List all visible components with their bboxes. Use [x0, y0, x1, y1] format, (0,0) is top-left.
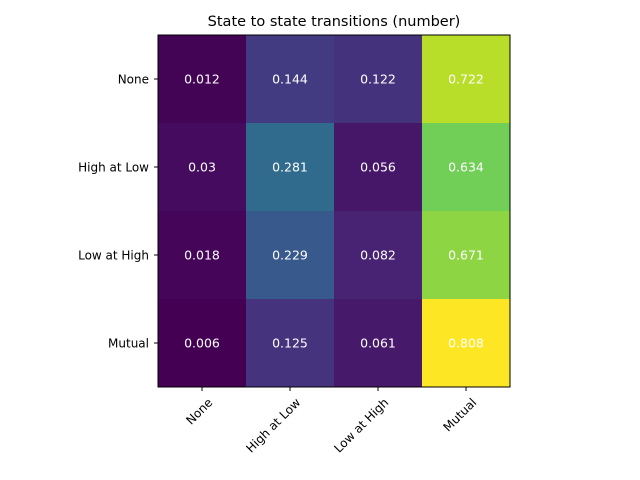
heatmap-cells: [158, 35, 511, 388]
x-axis-ticks: None High at Low Low at High Mutual: [183, 387, 479, 455]
x-tick-label: None: [183, 395, 215, 427]
x-tick-label: High at Low: [243, 395, 303, 455]
cell-value-label: 0.634: [448, 160, 484, 175]
heatmap-cell: [246, 35, 335, 124]
heatmap-cell: [334, 211, 423, 300]
cell-value-label: 0.229: [272, 248, 308, 263]
cell-value-label: 0.082: [360, 248, 396, 263]
heatmap-cell: [158, 35, 247, 124]
heatmap-cell: [158, 123, 247, 212]
cell-value-label: 0.808: [448, 336, 484, 351]
y-axis-ticks: None High at Low Low at High Mutual: [78, 73, 158, 351]
y-tick-label: None: [118, 73, 149, 87]
cell-value-label: 0.722: [448, 72, 484, 87]
y-tick-label: Low at High: [78, 249, 149, 263]
cell-value-label: 0.006: [184, 336, 220, 351]
heatmap-cell: [334, 299, 423, 388]
heatmap-cell: [334, 123, 423, 212]
heatmap-cell: [422, 299, 511, 388]
x-tick-label: Low at High: [331, 395, 391, 455]
chart-title: State to state transitions (number): [208, 14, 461, 30]
heatmap-cell: [158, 211, 247, 300]
heatmap-cell: [246, 123, 335, 212]
heatmap-value-labels: 0.012 0.144 0.122 0.722 0.03 0.281 0.056 0.634 0…: [184, 72, 484, 351]
cell-value-label: 0.144: [272, 72, 308, 87]
cell-value-label: 0.122: [360, 72, 396, 87]
plot-frame: [157, 34, 511, 388]
y-tick-label: High at Low: [78, 161, 149, 175]
cell-value-label: 0.018: [184, 248, 220, 263]
y-tick-label: Mutual: [108, 337, 149, 351]
x-tick-label: Mutual: [440, 395, 479, 434]
cell-value-label: 0.056: [360, 160, 396, 175]
cell-value-label: 0.061: [360, 336, 396, 351]
heatmap-cell: [246, 211, 335, 300]
cell-value-label: 0.671: [448, 248, 484, 263]
heatmap-cell: [422, 211, 511, 300]
cell-value-label: 0.03: [188, 160, 216, 175]
heatmap-cell: [246, 299, 335, 388]
cell-value-label: 0.012: [184, 72, 220, 87]
heatmap-cell: [422, 35, 511, 124]
cell-value-label: 0.125: [272, 336, 308, 351]
heatmap-cell: [158, 299, 247, 388]
cell-value-label: 0.281: [272, 160, 308, 175]
heatmap-cell: [422, 123, 511, 212]
heatmap-cell: [334, 35, 423, 124]
